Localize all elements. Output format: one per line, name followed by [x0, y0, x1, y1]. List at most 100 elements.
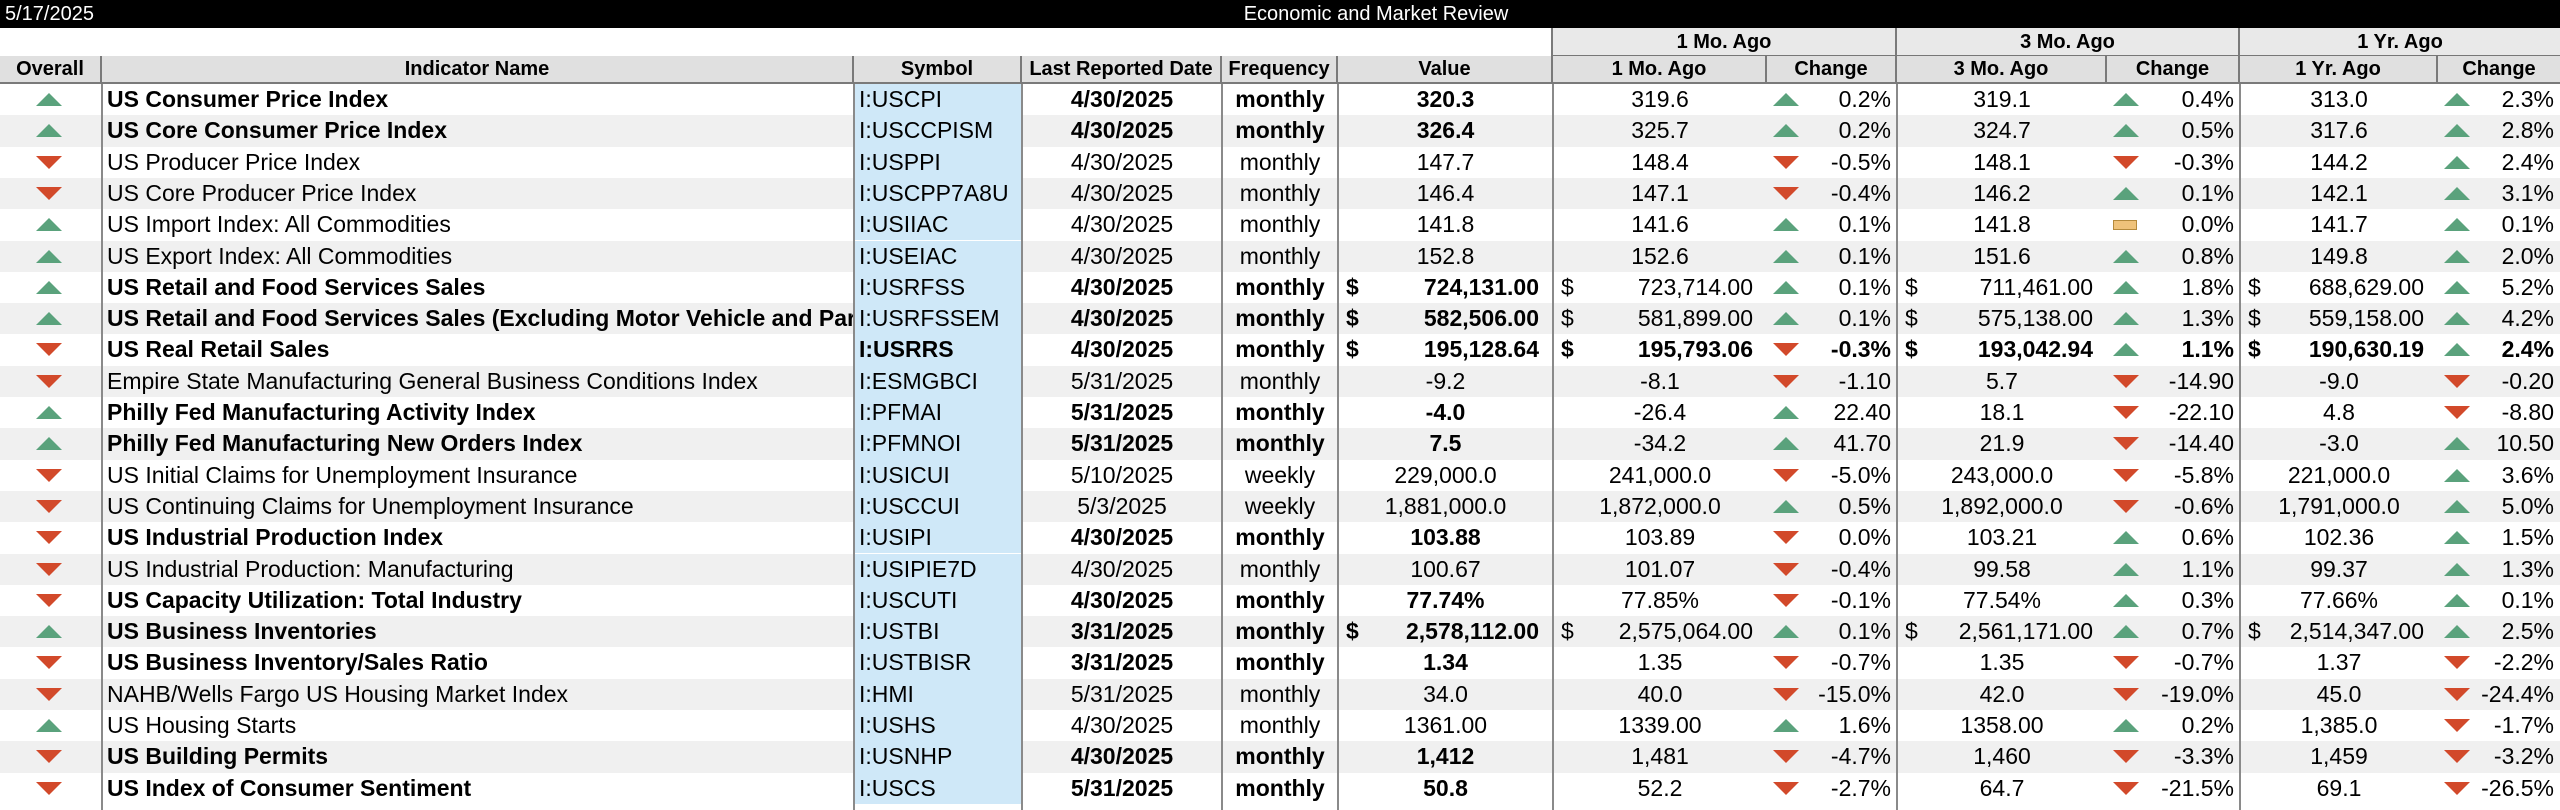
prior-value[interactable]: 575,138.00: [1977, 305, 2093, 332]
change-value[interactable]: -1.7%: [2493, 712, 2554, 738]
change-value[interactable]: -0.4%: [1830, 555, 1891, 582]
prior-value[interactable]: 18.1: [1979, 399, 2025, 425]
last-reported-date[interactable]: 5/31/2025: [1070, 430, 1174, 457]
change-value[interactable]: -0.7%: [1830, 649, 1891, 676]
prior-value[interactable]: 103.21: [1966, 524, 2038, 551]
frequency[interactable]: monthly: [1235, 649, 1325, 676]
change-value[interactable]: 0.1%: [1838, 242, 1891, 269]
indicator-symbol[interactable]: I:HMI: [854, 678, 1022, 710]
last-reported-date[interactable]: 4/30/2025: [1070, 211, 1174, 238]
change-value[interactable]: 0.1%: [2181, 179, 2234, 206]
frequency[interactable]: monthly: [1239, 555, 1321, 582]
prior-value[interactable]: 144.2: [2310, 148, 2368, 175]
change-value[interactable]: -0.3%: [2173, 148, 2234, 175]
indicator-value[interactable]: 147.7: [1416, 148, 1475, 175]
prior-value[interactable]: 146.2: [1973, 179, 2031, 206]
indicator-name[interactable]: NAHB/Wells Fargo US Housing Market Index: [107, 680, 569, 707]
prior-value[interactable]: 2,514,347.00: [2289, 618, 2424, 645]
change-value[interactable]: 1.6%: [1838, 712, 1891, 738]
frequency[interactable]: monthly: [1239, 712, 1321, 738]
prior-value[interactable]: 190,630.19: [2308, 336, 2424, 363]
change-value[interactable]: -0.20: [2501, 367, 2554, 394]
indicator-symbol[interactable]: I:USEIAC: [854, 240, 1022, 272]
prior-value[interactable]: 1358.00: [1960, 712, 2044, 738]
prior-value[interactable]: 148.1: [1973, 148, 2031, 175]
indicator-symbol[interactable]: I:USTBI: [854, 616, 1022, 648]
prior-value[interactable]: 21.9: [1979, 430, 2025, 457]
last-reported-date[interactable]: 4/30/2025: [1070, 555, 1174, 582]
last-reported-date[interactable]: 5/31/2025: [1070, 774, 1174, 801]
frequency[interactable]: monthly: [1235, 273, 1325, 300]
indicator-symbol[interactable]: I:USCPP7A8U: [854, 177, 1022, 210]
prior-value[interactable]: 241,000.0: [1608, 461, 1712, 488]
last-reported-date[interactable]: 4/30/2025: [1070, 743, 1174, 770]
indicator-value[interactable]: 2,578,112.00: [1405, 618, 1539, 645]
frequency[interactable]: monthly: [1239, 242, 1321, 269]
prior-value[interactable]: 1,481: [1631, 743, 1689, 770]
frequency[interactable]: monthly: [1235, 524, 1325, 551]
change-value[interactable]: -0.7%: [2173, 649, 2234, 676]
indicator-name[interactable]: US Real Retail Sales: [107, 336, 330, 363]
change-value[interactable]: 0.1%: [2501, 586, 2554, 613]
indicator-name[interactable]: US Continuing Claims for Unemployment In…: [107, 492, 634, 519]
change-value[interactable]: 1.3%: [2181, 305, 2234, 332]
indicator-value[interactable]: 146.4: [1416, 179, 1475, 206]
change-value[interactable]: -22.10: [2168, 399, 2234, 425]
prior-value[interactable]: 1,872,000.0: [1599, 492, 1721, 519]
col-header-last-reported[interactable]: Last Reported Date: [1022, 56, 1222, 84]
indicator-name[interactable]: US Industrial Production Index: [107, 524, 444, 551]
change-value[interactable]: -0.4%: [1830, 179, 1891, 206]
prior-value[interactable]: 1.37: [2316, 649, 2362, 676]
indicator-symbol[interactable]: I:USNHP: [854, 741, 1022, 773]
indicator-symbol[interactable]: I:USCPI: [854, 84, 1022, 116]
col-header-3mo-change[interactable]: Change: [2107, 56, 2240, 84]
last-reported-date[interactable]: 4/30/2025: [1070, 179, 1174, 206]
change-value[interactable]: 0.3%: [2181, 586, 2234, 613]
prior-value[interactable]: 723,714.00: [1637, 273, 1753, 300]
frequency[interactable]: monthly: [1235, 430, 1325, 457]
indicator-symbol[interactable]: I:USHS: [854, 710, 1022, 742]
col-header-3mo[interactable]: 3 Mo. Ago: [1897, 56, 2107, 84]
prior-value[interactable]: 221,000.0: [2287, 461, 2391, 488]
prior-value[interactable]: 688,629.00: [2308, 273, 2424, 300]
change-value[interactable]: 1.8%: [2181, 273, 2234, 300]
prior-value[interactable]: -9.0: [2319, 367, 2359, 394]
indicator-value[interactable]: -4.0: [1425, 399, 1466, 425]
frequency[interactable]: monthly: [1235, 117, 1325, 144]
prior-value[interactable]: 319.1: [1973, 86, 2031, 112]
indicator-value[interactable]: 50.8: [1423, 774, 1468, 801]
indicator-name[interactable]: Philly Fed Manufacturing Activity Index: [107, 399, 536, 425]
last-reported-date[interactable]: 5/31/2025: [1070, 367, 1174, 394]
change-value[interactable]: 1.1%: [2181, 336, 2234, 363]
col-header-1mo-change[interactable]: Change: [1767, 56, 1897, 84]
prior-value[interactable]: 42.0: [1979, 680, 2025, 707]
indicator-name[interactable]: Empire State Manufacturing General Busin…: [107, 367, 758, 394]
indicator-symbol[interactable]: I:ESMGBCI: [854, 365, 1022, 397]
frequency[interactable]: monthly: [1239, 680, 1321, 707]
prior-value[interactable]: 559,158.00: [2308, 305, 2424, 332]
last-reported-date[interactable]: 5/3/2025: [1077, 492, 1167, 519]
change-value[interactable]: 0.1%: [1838, 211, 1891, 238]
frequency[interactable]: monthly: [1239, 179, 1321, 206]
change-value[interactable]: -21.5%: [2161, 774, 2234, 801]
frequency[interactable]: monthly: [1235, 336, 1325, 363]
prior-value[interactable]: 317.6: [2310, 117, 2368, 144]
indicator-name[interactable]: Philly Fed Manufacturing New Orders Inde…: [107, 430, 583, 457]
frequency[interactable]: monthly: [1235, 305, 1325, 332]
indicator-value[interactable]: -9.2: [1425, 367, 1466, 394]
change-value[interactable]: -5.0%: [1830, 461, 1891, 488]
change-value[interactable]: -5.8%: [2173, 461, 2234, 488]
frequency[interactable]: monthly: [1239, 148, 1321, 175]
indicator-name[interactable]: US Industrial Production: Manufacturing: [107, 555, 514, 582]
change-value[interactable]: 0.0%: [1838, 524, 1891, 551]
change-value[interactable]: 0.6%: [2181, 524, 2234, 551]
prior-value[interactable]: -34.2: [1633, 430, 1687, 457]
indicator-value[interactable]: 326.4: [1416, 117, 1475, 144]
change-value[interactable]: -19.0%: [2161, 680, 2234, 707]
prior-value[interactable]: 324.7: [1973, 117, 2031, 144]
indicator-value[interactable]: 724,131.00: [1423, 273, 1539, 300]
last-reported-date[interactable]: 4/30/2025: [1070, 305, 1174, 332]
change-value[interactable]: -14.40: [2168, 430, 2234, 457]
change-value[interactable]: 1.1%: [2181, 555, 2234, 582]
prior-value[interactable]: 243,000.0: [1950, 461, 2054, 488]
